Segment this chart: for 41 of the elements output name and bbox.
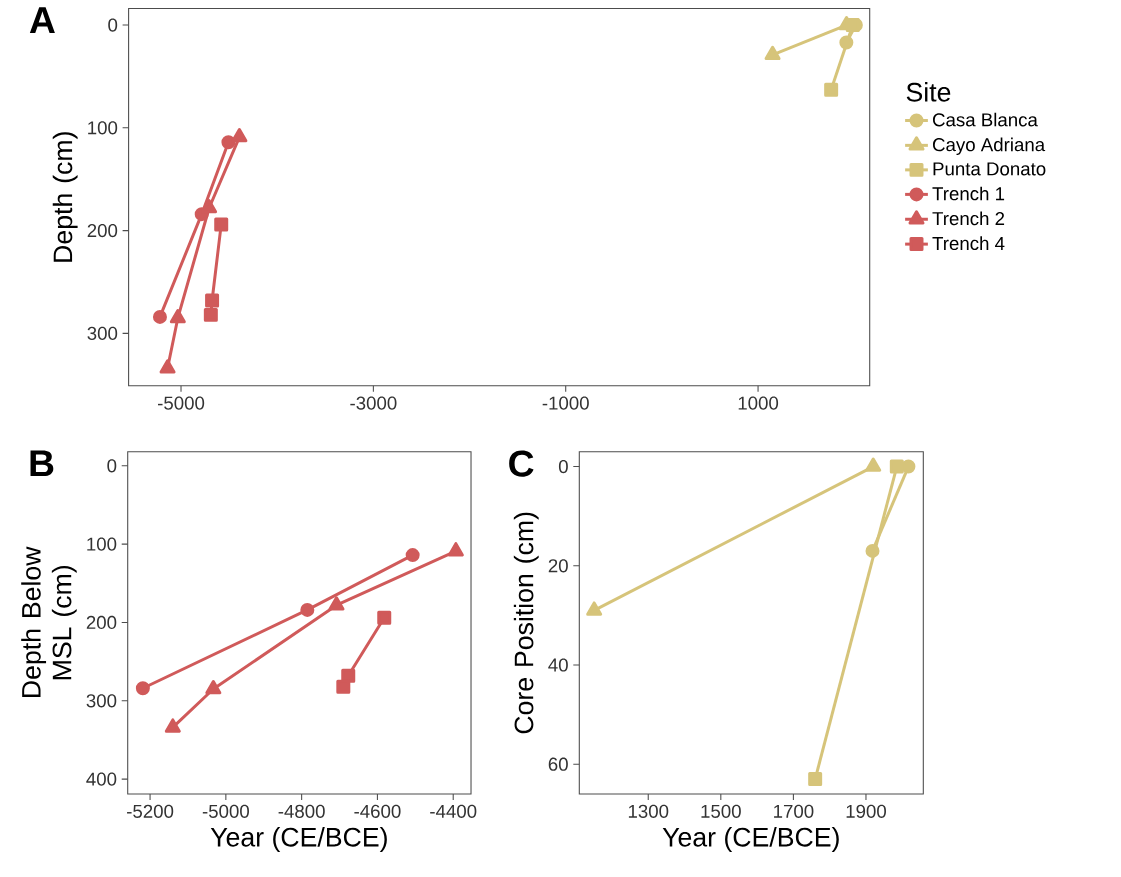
x-tick-label: 1300: [628, 804, 669, 818]
legend-label: Trench 2: [932, 211, 1005, 226]
y-tick-label: 0: [108, 18, 118, 32]
x-tick-label: 1000: [738, 396, 779, 410]
y-axis-title: Depth Below MSL (cm): [21, 546, 77, 697]
x-tick-label: -3000: [350, 396, 397, 410]
x-tick-label: -4400: [430, 804, 477, 818]
legend-title: Site: [906, 82, 951, 102]
legend-label: Cayo Adriana: [932, 137, 1046, 155]
x-tick-label: -1000: [542, 396, 589, 410]
y-tick-label: 300: [87, 326, 118, 340]
y-tick-label: 0: [107, 459, 117, 473]
x-tick-label: 1900: [846, 804, 886, 818]
y-tick-label: 20: [548, 559, 568, 573]
x-tick-label: -4800: [278, 804, 325, 818]
y-tick-label: 0: [558, 459, 568, 474]
x-tick-label: -5000: [157, 396, 205, 410]
x-tick-label: -5000: [202, 804, 249, 818]
x-tick-label: -5200: [127, 804, 174, 818]
y-tick-label: 200: [86, 615, 117, 630]
y-tick-label: 300: [86, 694, 117, 708]
y-axis-title: Core Position (cm): [513, 512, 539, 734]
legend-label: Casa Blanca: [932, 112, 1038, 127]
x-tick-label: 1500: [701, 804, 741, 818]
y-tick-label: 200: [87, 223, 118, 238]
legend-label: Trench 1: [932, 186, 1005, 201]
y-tick-label: 60: [548, 757, 568, 771]
chart-title: A: [29, 7, 55, 33]
legend-label: Punta Donato: [933, 162, 1046, 176]
legend-label: Trench 4: [932, 236, 1005, 251]
y-tick-label: 400: [86, 772, 117, 786]
chart-title: C: [509, 450, 534, 477]
x-tick-label: 1700: [774, 804, 814, 818]
x-axis-title: Year (CE/BCE): [662, 827, 839, 852]
y-axis-title: Depth (cm): [52, 132, 78, 262]
x-axis-title: Year (CE/BCE): [210, 827, 387, 852]
y-tick-label: 40: [548, 658, 568, 672]
chart-title: B: [30, 450, 54, 477]
x-tick-label: -4600: [354, 804, 401, 818]
y-tick-label: 100: [87, 537, 117, 551]
y-tick-label: 100: [88, 121, 118, 135]
